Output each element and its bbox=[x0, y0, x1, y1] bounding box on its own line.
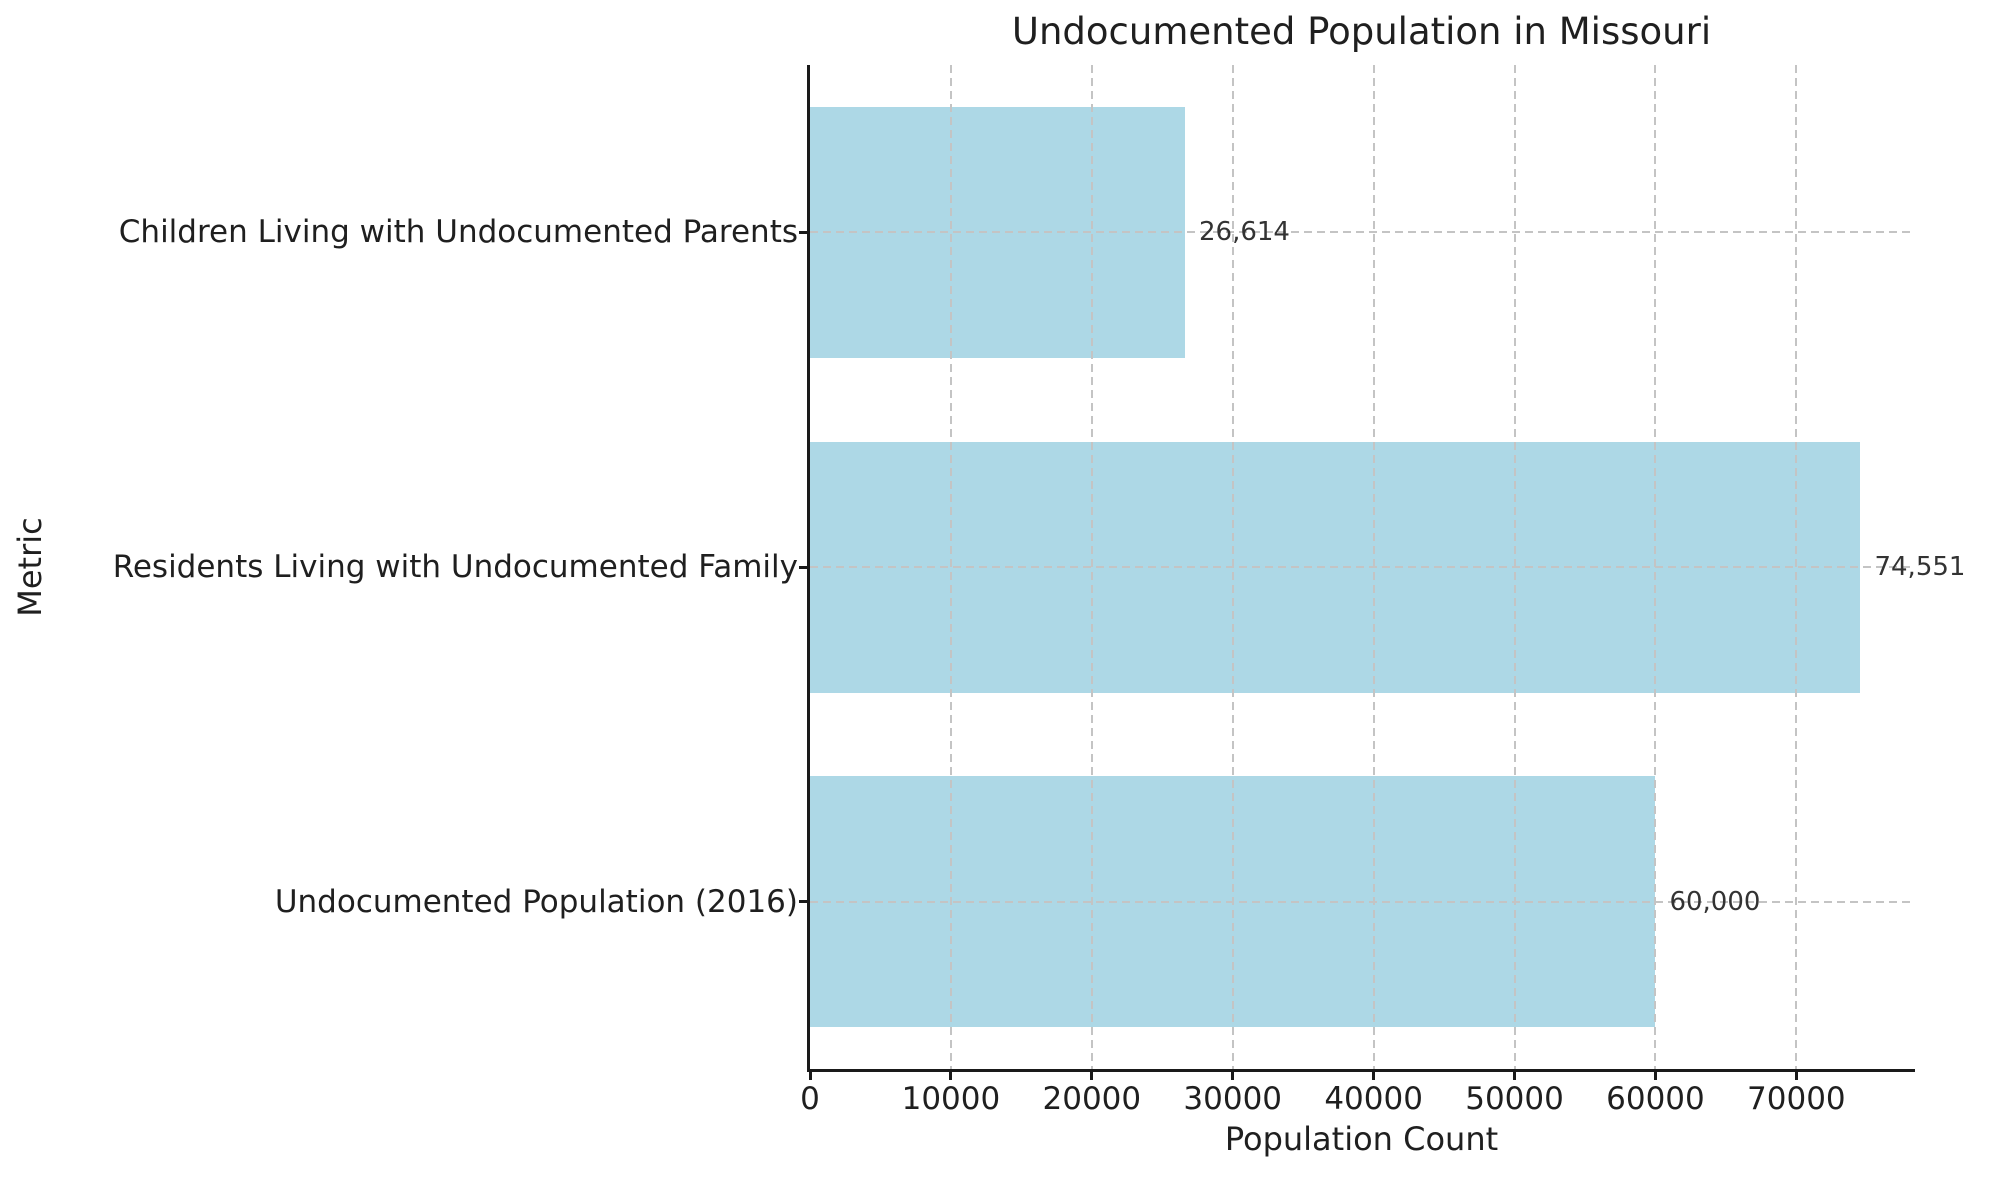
y-tick-mark bbox=[799, 900, 807, 904]
x-tick-label: 10000 bbox=[901, 1081, 1001, 1117]
category-label: Children Living with Undocumented Parent… bbox=[118, 214, 798, 251]
x-tick-mark bbox=[1372, 1072, 1376, 1080]
y-axis-spine bbox=[807, 65, 810, 1072]
x-tick-label: 0 bbox=[800, 1081, 820, 1117]
x-tick-mark bbox=[1513, 1072, 1517, 1080]
x-tick-label: 50000 bbox=[1465, 1081, 1564, 1117]
x-tick-mark bbox=[1653, 1072, 1657, 1080]
y-gridline bbox=[810, 231, 1913, 234]
category-label: Residents Living with Undocumented Famil… bbox=[112, 549, 798, 585]
x-tick-label: 20000 bbox=[1042, 1081, 1142, 1117]
chart-title: Undocumented Population in Missouri bbox=[1011, 10, 1712, 53]
x-axis-label: Population Count bbox=[1224, 1120, 1499, 1158]
x-tick-mark bbox=[1794, 1072, 1798, 1080]
x-tick-label: 30000 bbox=[1183, 1081, 1283, 1117]
x-tick-label: 70000 bbox=[1747, 1081, 1846, 1117]
y-gridline bbox=[810, 566, 1913, 568]
y-gridline bbox=[810, 900, 1913, 903]
bar-value-label: 60,000 bbox=[1669, 886, 1761, 917]
x-tick-mark bbox=[1231, 1072, 1235, 1080]
bar-value-label: 74,551 bbox=[1874, 552, 1966, 582]
plot-area bbox=[810, 65, 1913, 1069]
x-tick-label: 60000 bbox=[1606, 1081, 1705, 1117]
y-tick-mark bbox=[799, 565, 807, 569]
category-label: Undocumented Population (2016) bbox=[274, 883, 798, 920]
x-tick-label: 40000 bbox=[1324, 1081, 1423, 1117]
x-tick-mark bbox=[949, 1072, 953, 1080]
x-tick-mark bbox=[1090, 1072, 1094, 1080]
x-tick-mark bbox=[808, 1072, 812, 1080]
bar-value-label: 26,614 bbox=[1199, 217, 1290, 248]
x-axis-spine bbox=[807, 1069, 1915, 1072]
y-tick-mark bbox=[799, 230, 807, 234]
